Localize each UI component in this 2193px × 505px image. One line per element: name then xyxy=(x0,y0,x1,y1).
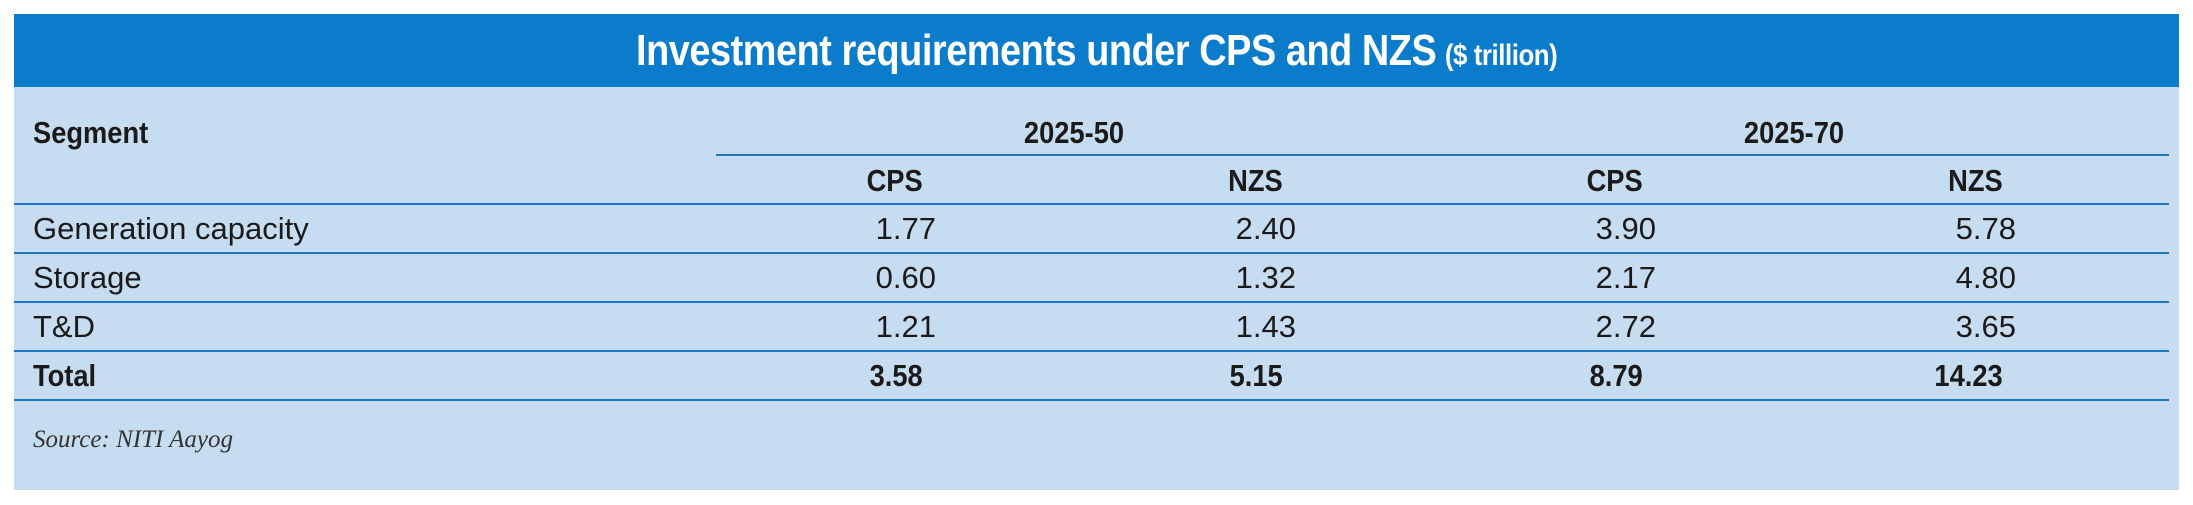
segment-header: Segment xyxy=(33,115,149,150)
source-note: Source: NITI Aayog xyxy=(33,426,233,453)
period-header-2025-70: 2025-70 xyxy=(1743,115,1845,150)
sub-header-nzs-2025-70: NZS xyxy=(1948,163,2003,198)
row-divider xyxy=(14,301,2169,303)
cell-value: 1.32 xyxy=(1235,260,1296,295)
cell-value: 2.17 xyxy=(1595,260,1656,295)
title-text: Investment requirements under CPS and NZ… xyxy=(635,25,1437,75)
cell-value: 3.90 xyxy=(1595,211,1656,246)
title-unit: ($ trillion) xyxy=(1444,38,1558,72)
row-label: Generation capacity xyxy=(33,211,309,246)
cell-value: 5.78 xyxy=(1955,211,2016,246)
cell-value: 3.65 xyxy=(1955,309,2016,344)
row-divider xyxy=(14,252,2169,254)
total-label: Total xyxy=(33,358,97,393)
table-bottom-rule xyxy=(14,399,2169,401)
row-divider xyxy=(14,350,2169,352)
table-title: Investment requirements under CPS and NZ… xyxy=(635,25,1558,76)
total-value: 3.58 xyxy=(869,358,923,393)
period-header-2025-50: 2025-50 xyxy=(1023,115,1125,150)
cell-value: 0.60 xyxy=(875,260,936,295)
cell-value: 1.77 xyxy=(875,211,936,246)
row-label: Storage xyxy=(33,260,142,295)
period-underline xyxy=(716,154,2169,156)
title-bar: Investment requirements under CPS and NZ… xyxy=(14,14,2179,87)
cell-value: 4.80 xyxy=(1955,260,2016,295)
sub-header-nzs-2025-50: NZS xyxy=(1228,163,1283,198)
cell-value: 1.21 xyxy=(875,309,936,344)
cell-value: 2.40 xyxy=(1235,211,1296,246)
header-divider xyxy=(14,203,2169,205)
cell-value: 2.72 xyxy=(1595,309,1656,344)
total-value: 5.15 xyxy=(1229,358,1283,393)
cell-value: 1.43 xyxy=(1235,309,1296,344)
total-value: 14.23 xyxy=(1934,358,2003,393)
table-panel: Investment requirements under CPS and NZ… xyxy=(14,14,2179,490)
total-value: 8.79 xyxy=(1589,358,1643,393)
sub-header-cps-2025-50: CPS xyxy=(866,163,923,198)
sub-header-cps-2025-70: CPS xyxy=(1586,163,1643,198)
row-label: T&D xyxy=(33,309,95,344)
